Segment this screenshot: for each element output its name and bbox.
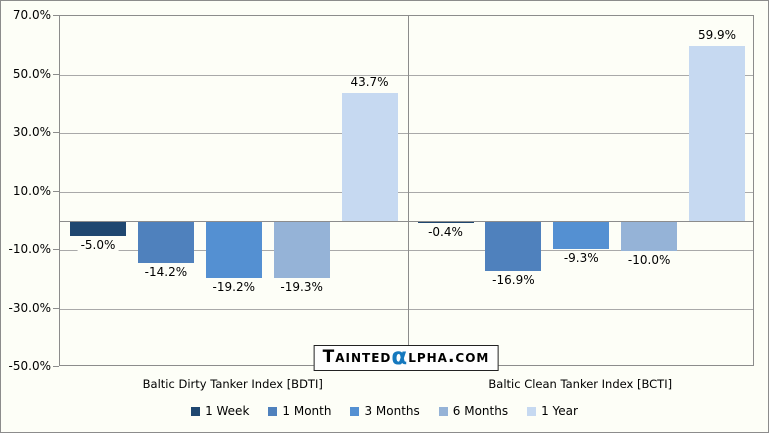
legend-label: 3 Months: [364, 404, 420, 418]
bar-3-months: [205, 221, 262, 278]
category-label: Baltic Clean Tanker Index [BCTI]: [488, 377, 673, 391]
gridline: [60, 74, 753, 76]
legend-swatch: [438, 406, 448, 416]
bar-1-week: [70, 221, 126, 237]
legend-item-1-year: 1 Year: [527, 404, 578, 418]
data-label: 43.7%: [347, 75, 392, 89]
legend: 1 Week 1 Month 3 Months 6 Months 1 Year: [1, 404, 768, 418]
legend-label: 6 Months: [452, 404, 509, 418]
data-label: -10.0%: [624, 254, 674, 267]
y-axis-tick: [53, 132, 59, 133]
gridline: [60, 191, 753, 193]
data-label: -0.4%: [425, 225, 466, 239]
data-label: -16.9%: [489, 274, 538, 288]
y-axis-tick: [53, 249, 59, 250]
data-label: -19.2%: [209, 280, 258, 294]
legend-label: 1 Month: [282, 404, 332, 418]
plot-area: -5.0% -14.2% -19.2% -19.3% 43.7% -0.4% -16.9% -…: [59, 15, 754, 366]
y-axis-label: -10.0%: [8, 242, 51, 256]
data-label: -9.3%: [560, 251, 602, 265]
bar-1-year: [689, 45, 745, 221]
y-axis-tick: [53, 307, 59, 309]
legend-swatch: [268, 406, 278, 416]
gridline: [60, 133, 753, 134]
zero-axis-line: [60, 220, 753, 222]
y-axis-label: -30.0%: [8, 300, 51, 315]
data-label: -19.3%: [277, 281, 326, 295]
data-label: -14.2%: [141, 266, 191, 280]
bar-1-month: [137, 221, 194, 264]
gridline: [60, 308, 753, 310]
watermark-suffix: lpha.com: [408, 347, 490, 367]
alpha-glyph: α: [391, 344, 409, 370]
legend-item-1-month: 1 Month: [268, 404, 331, 418]
y-axis-tick: [53, 190, 59, 192]
category-label: Baltic Dirty Tanker Index [BDTI]: [142, 377, 323, 391]
legend-swatch: [527, 406, 537, 416]
legend-label: 1 Year: [541, 404, 578, 418]
category-divider: [407, 16, 409, 365]
y-axis-tick: [53, 73, 59, 75]
legend-item-3-months: 3 Months: [350, 404, 420, 418]
data-label: 59.9%: [694, 28, 740, 42]
y-axis-label: 30.0%: [12, 125, 51, 139]
bar-1-year: [341, 92, 398, 221]
y-axis-tick: [53, 366, 59, 367]
legend-item-6-months: 6 Months: [438, 404, 509, 418]
bar-6-months: [273, 221, 330, 279]
y-axis-label: 50.0%: [12, 66, 51, 81]
y-axis-label: -50.0%: [8, 359, 51, 373]
data-label: -5.0%: [77, 239, 119, 253]
legend-item-1-week: 1 Week: [191, 404, 249, 418]
gridline: [60, 250, 753, 251]
legend-swatch: [191, 406, 201, 416]
watermark-prefix: Tainted: [322, 347, 392, 367]
y-axis-tick: [53, 15, 59, 16]
bar-6-months: [621, 221, 678, 251]
legend-swatch: [350, 406, 360, 416]
bar-3-months: [553, 221, 610, 249]
y-axis-label: 70.0%: [12, 8, 51, 22]
y-axis-label: 10.0%: [12, 183, 51, 198]
legend-label: 1 Week: [205, 404, 250, 418]
bar-1-week: [417, 221, 474, 223]
watermark-logo: Taintedαlpha.com: [313, 344, 499, 371]
bar-1-month: [485, 221, 542, 272]
